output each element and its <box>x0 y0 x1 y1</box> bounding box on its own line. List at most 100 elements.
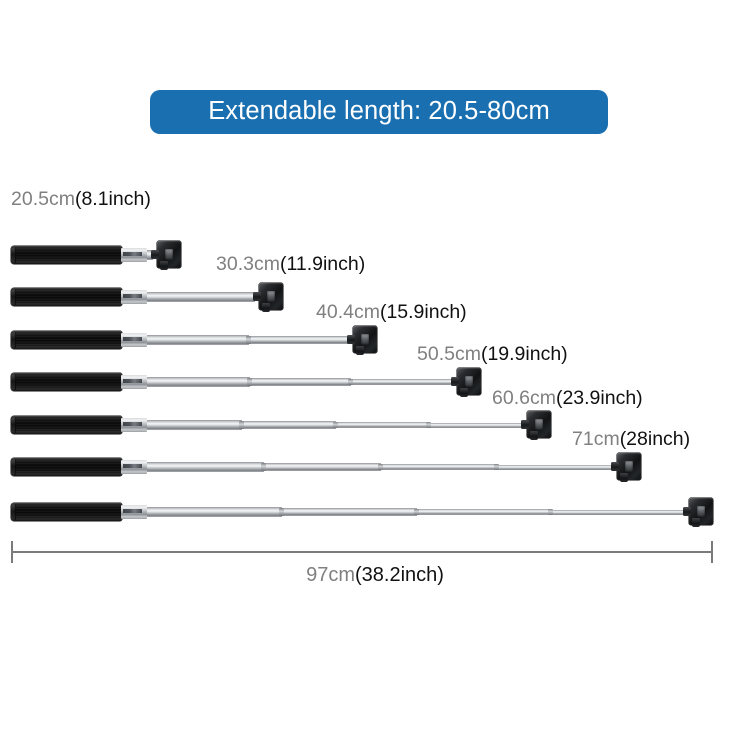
measurement-cm-5: 60.6cm <box>492 387 556 409</box>
pole-joint-7-3 <box>547 509 553 515</box>
pole-segment-4-3 <box>350 379 453 385</box>
grip-end-cap-5 <box>11 417 16 433</box>
phone-mount-head-7 <box>680 497 714 527</box>
foam-grip-2 <box>11 288 122 306</box>
pole-segment-7-3 <box>415 509 551 515</box>
grip-end-cap-7 <box>11 504 16 520</box>
brand-collar-7 <box>121 505 147 519</box>
pole-segment-3-1 <box>147 335 249 345</box>
mount-clamp-slot-4 <box>465 376 473 387</box>
mount-knuckle-5 <box>521 420 529 429</box>
pole-joint-5-1 <box>238 420 244 430</box>
pole-segment-6-3 <box>379 464 497 470</box>
grip-end-cap-1 <box>11 247 16 263</box>
mount-knuckle-3 <box>347 335 355 344</box>
measurement-inch-4: (19.9inch) <box>480 343 568 365</box>
mount-clamp-slot-6 <box>625 461 633 472</box>
banner-label: Extendable length: 20.5-80cm <box>208 97 550 126</box>
brand-collar-1 <box>121 248 147 262</box>
total-length-label: 97cm(38.2inch) <box>0 565 750 585</box>
foam-grip-6 <box>11 458 122 476</box>
mount-clamp-slot-7 <box>697 506 705 517</box>
foam-grip-3 <box>11 331 122 349</box>
measurement-cm-6: 71cm <box>572 428 620 450</box>
pole-segment-6-2 <box>263 463 381 471</box>
pole-joint-7-2 <box>413 508 419 516</box>
measurement-label-6: 71cm(28inch) <box>572 428 691 450</box>
measurement-cm-2: 30.3cm <box>216 253 280 275</box>
selfie-stick-7 <box>11 497 714 527</box>
grip-end-cap-3 <box>11 332 16 348</box>
pole-joint-6-3 <box>493 464 499 470</box>
measurement-inch-3: (15.9inch) <box>379 301 467 323</box>
pole-joint-5-3 <box>426 422 432 428</box>
grip-end-cap-4 <box>11 374 16 390</box>
mount-knuckle-1 <box>151 250 159 259</box>
selfie-stick-4 <box>11 367 482 397</box>
pole-joint-3-1 <box>245 335 251 345</box>
foam-grip-1 <box>11 246 122 264</box>
selfie-stick-2 <box>11 282 284 312</box>
pole-segment-7-1 <box>147 507 283 517</box>
brand-collar-4 <box>121 375 147 389</box>
measurement-cm-4: 50.5cm <box>417 343 481 365</box>
mount-tighten-screw-2 <box>262 303 270 312</box>
selfie-stick-1 <box>11 240 182 270</box>
mount-tighten-screw-7 <box>692 518 700 527</box>
pole-segment-4-1 <box>147 377 250 387</box>
measurement-label-5: 60.6cm(23.9inch) <box>492 387 643 409</box>
foam-grip-7 <box>11 503 122 521</box>
pole-joint-7-1 <box>279 507 285 517</box>
mount-tighten-screw-3 <box>356 346 364 355</box>
foam-grip-4 <box>11 373 122 391</box>
measurement-label-2: 30.3cm(11.9inch) <box>216 253 366 275</box>
brand-collar-3 <box>121 333 147 347</box>
mount-tighten-screw-4 <box>460 388 468 397</box>
mount-knuckle-6 <box>611 462 619 471</box>
pole-segment-2-1 <box>147 292 255 302</box>
pole-joint-6-1 <box>261 462 267 472</box>
measurement-label-1: 20.5cm(8.1inch) <box>11 188 151 210</box>
measurement-cm-1: 20.5cm <box>11 188 75 210</box>
mount-tighten-screw-5 <box>530 431 538 440</box>
brand-collar-6 <box>121 460 147 474</box>
mount-knuckle-7 <box>683 507 691 516</box>
measurement-label-4: 50.5cm(19.9inch) <box>417 343 568 365</box>
grip-end-cap-6 <box>11 459 16 475</box>
phone-mount-head-3 <box>344 325 378 355</box>
mount-tighten-screw-6 <box>620 473 628 482</box>
total-length-cm: 97cm <box>306 564 355 586</box>
pole-segment-7-2 <box>281 508 417 516</box>
dimension-tick-right <box>711 541 713 563</box>
mount-knuckle-2 <box>253 292 261 301</box>
mount-tighten-screw-1 <box>160 261 168 270</box>
measurement-inch-1: (8.1inch) <box>74 188 151 210</box>
brand-collar-5 <box>121 418 147 432</box>
dimension-line <box>11 551 713 553</box>
pole-joint-4-2 <box>348 378 354 386</box>
total-length-inch: (38.2inch) <box>354 564 444 586</box>
phone-mount-head-2 <box>250 282 284 312</box>
mount-clamp-slot-2 <box>267 291 275 302</box>
pole-segment-4-2 <box>248 378 352 386</box>
measurement-inch-2: (11.9inch) <box>279 253 366 275</box>
pole-segment-6-4 <box>495 464 613 470</box>
phone-mount-head-5 <box>518 410 552 440</box>
mount-clamp-slot-5 <box>535 419 543 430</box>
extendable-length-banner: Extendable length: 20.5-80cm <box>150 90 608 134</box>
measurement-inch-6: (28inch) <box>619 428 691 450</box>
pole-segment-7-4 <box>549 509 685 515</box>
pole-segment-5-1 <box>147 420 242 430</box>
pole-joint-5-2 <box>332 421 338 429</box>
selfie-stick-5 <box>11 410 552 440</box>
pole-segment-5-3 <box>334 422 430 428</box>
pole-segment-1-1 <box>147 250 153 260</box>
phone-mount-head-6 <box>608 452 642 482</box>
pole-joint-4-1 <box>246 377 252 387</box>
measurement-inch-5: (23.9inch) <box>555 387 643 409</box>
pole-segment-5-2 <box>240 421 336 429</box>
measurement-label-3: 40.4cm(15.9inch) <box>316 301 467 323</box>
pole-segment-3-2 <box>247 336 349 344</box>
phone-mount-head-4 <box>448 367 482 397</box>
